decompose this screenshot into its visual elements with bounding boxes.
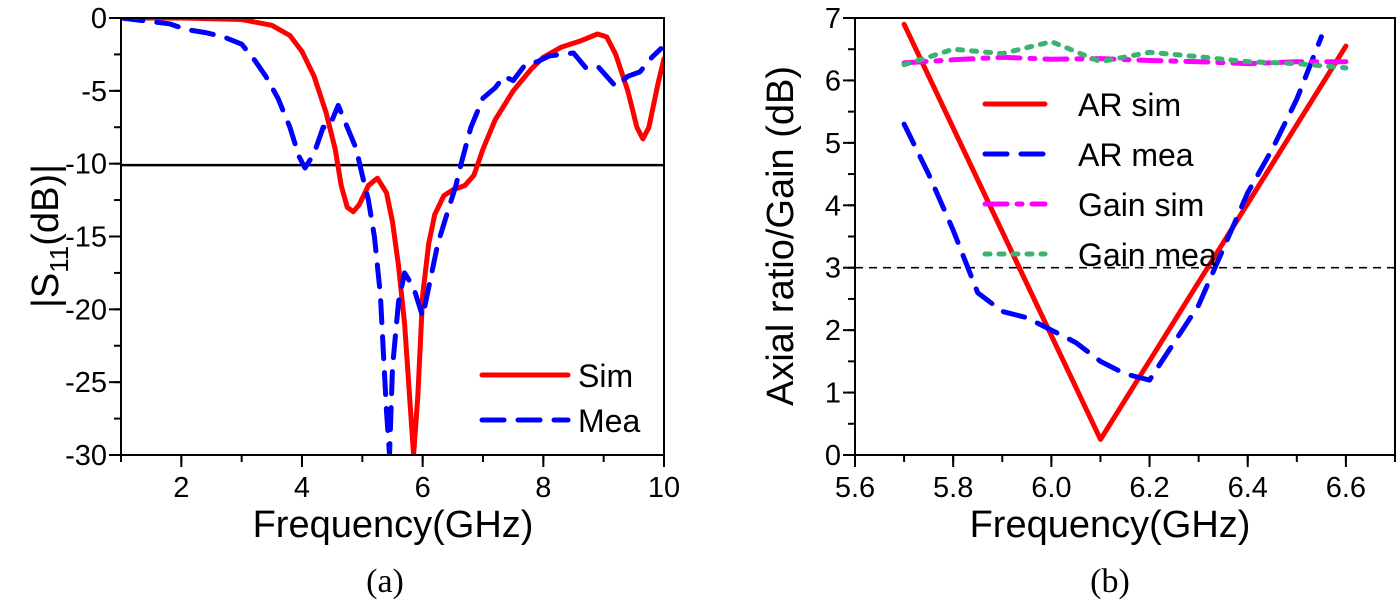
x-tick-label: 8 xyxy=(535,472,551,504)
y-tick-label: -30 xyxy=(65,440,107,472)
y-tick-label: -25 xyxy=(65,367,107,399)
legend-label: Sim xyxy=(578,358,633,394)
panel-b: Frequency(GHz) Axial ratio/Gain (dB) (b)… xyxy=(760,3,1396,600)
panel-b-caption: (b) xyxy=(1090,563,1130,600)
series-line-ar-mea xyxy=(901,34,1324,383)
y-tick-label: 5 xyxy=(825,128,841,160)
legend-label: AR sim xyxy=(1078,87,1181,123)
y-tick-label: 2 xyxy=(825,315,841,347)
y-tick-label: 3 xyxy=(825,253,841,285)
panel-a-xlabel: Frequency(GHz) xyxy=(253,504,534,546)
legend-label: Mea xyxy=(578,403,640,439)
y-tick-label: -10 xyxy=(65,149,107,181)
x-tick-label: 6.4 xyxy=(1228,472,1268,504)
y-tick-label: 4 xyxy=(825,190,841,222)
y-tick-label: 0 xyxy=(91,3,107,35)
x-tick-label: 4 xyxy=(294,472,310,504)
panel-a: Frequency(GHz) |S11(dB)| (a) 2 4 6 8 10 0 -5 -1… xyxy=(25,3,680,600)
y-tick-label: -5 xyxy=(81,76,107,108)
panel-a-caption: (a) xyxy=(366,563,404,600)
panel-b-xlabel: Frequency(GHz) xyxy=(970,504,1251,546)
y-tick-label: 1 xyxy=(825,378,841,410)
x-tick-label: 6.0 xyxy=(1031,472,1071,504)
x-tick-label: 6 xyxy=(415,472,431,504)
y-tick-label: 0 xyxy=(825,440,841,472)
legend-label: Gain mea xyxy=(1078,237,1217,273)
legend-label: Gain sim xyxy=(1078,187,1204,223)
plot-frame xyxy=(120,17,665,456)
series-line-gain-mea xyxy=(901,39,1349,71)
panel-b-ylabel: Axial ratio/Gain (dB) xyxy=(760,66,802,406)
x-tick-label: 5.8 xyxy=(933,472,973,504)
x-tick-label: 6.2 xyxy=(1129,472,1169,504)
series-line-sim xyxy=(121,18,664,455)
x-tick-label: 6.6 xyxy=(1326,472,1366,504)
series-line-mea xyxy=(121,18,664,455)
x-tick-label: 10 xyxy=(648,472,680,504)
y-tick-label: -15 xyxy=(65,222,107,254)
x-tick-label: 5.6 xyxy=(835,472,875,504)
legend-label: AR mea xyxy=(1078,137,1194,173)
x-tick-label: 2 xyxy=(173,472,189,504)
y-tick-label: 7 xyxy=(825,3,841,35)
series-line-ar-sim xyxy=(901,21,1349,442)
plot-frame xyxy=(854,17,1396,456)
y-tick-label: -20 xyxy=(65,294,107,326)
panel-a-ylabel: |S11(dB)| xyxy=(25,164,74,308)
y-tick-label: 6 xyxy=(825,65,841,97)
